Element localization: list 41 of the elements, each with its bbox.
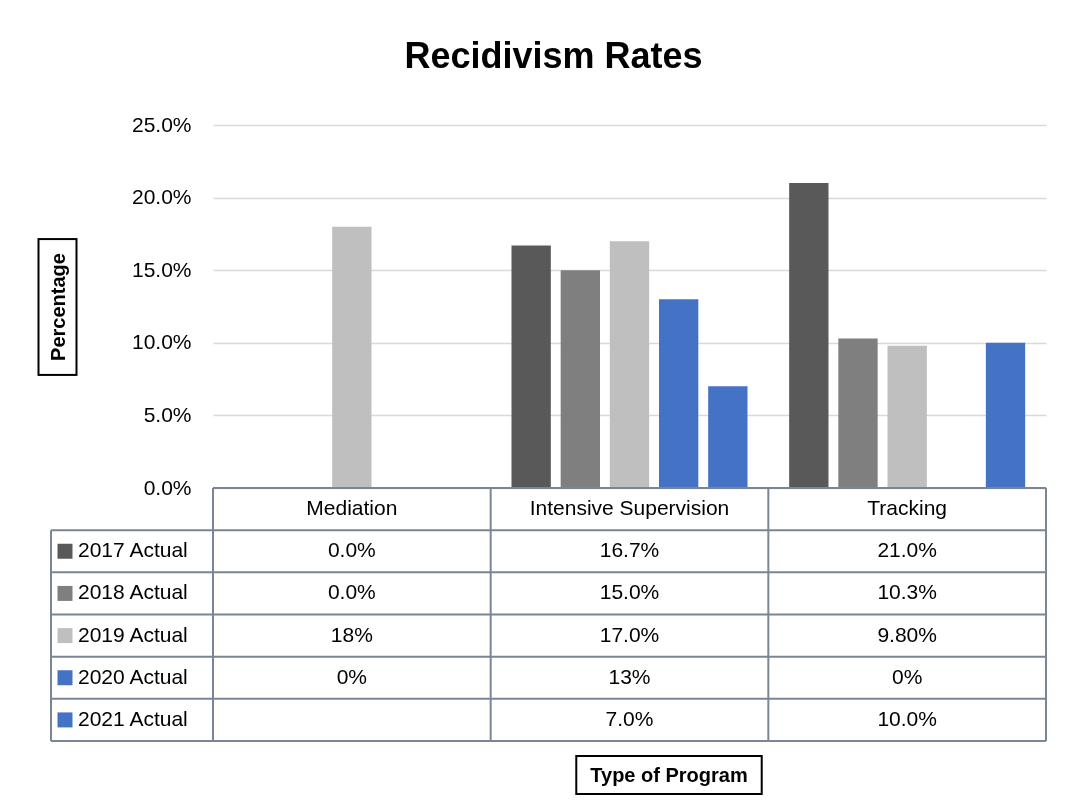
chart-title: Recidivism Rates [404,35,703,76]
bar [838,338,878,488]
data-label: 17.0% [599,622,660,646]
bar [332,226,372,488]
bar [887,345,927,488]
data-label: 0% [891,664,923,688]
text: Type of Program [590,764,748,786]
bar [708,386,748,488]
bar [560,270,600,488]
data-label: 7.0% [605,706,654,730]
legend-label: 2020 Actual [78,664,188,688]
bar [659,299,699,488]
y-tick-label: 15.0% [131,257,192,281]
y-tick-label: 0.0% [143,475,192,499]
x-tick-label: Mediation [306,496,398,520]
data-label: 0.0% [327,538,376,562]
data-label: 0.0% [327,580,376,604]
bar [511,245,551,488]
bar [789,183,829,488]
y-tick-label: 25.0% [131,112,192,136]
data-label: 0% [336,664,368,688]
y-tick-label: 5.0% [143,402,192,426]
data-label: 9.80% [877,622,937,646]
legend-label: 2017 Actual [78,538,188,562]
data-label: 10.0% [877,706,937,730]
legend-label: 2021 Actual [78,706,188,730]
data-label: 18% [330,622,373,646]
data-label: 21.0% [877,538,937,562]
y-tick-label: 20.0% [131,185,192,209]
legend-label: 2018 Actual [78,580,188,604]
bar [985,342,1026,488]
data-label: 13% [608,664,651,688]
legend-label: 2019 Actual [78,622,188,646]
x-tick-label: Intensive Supervision [529,496,730,520]
y-axis-title: Percentage [46,253,69,361]
y-tick-label: 10.0% [131,330,192,354]
data-label: 16.7% [599,538,660,562]
data-label: 10.3% [877,580,937,604]
x-tick-label: Tracking [867,496,948,520]
data-label: 15.0% [599,580,660,604]
bar [609,241,650,488]
